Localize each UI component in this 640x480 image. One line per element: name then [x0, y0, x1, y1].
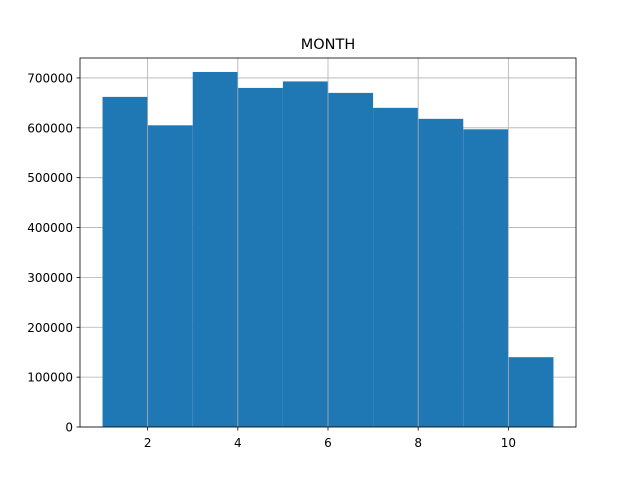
x-tick-label: 6: [324, 436, 332, 450]
histogram-bar: [102, 96, 148, 427]
x-tick-label: 8: [414, 436, 422, 450]
y-tick-label: 100000: [27, 371, 73, 385]
x-tick-label: 4: [234, 436, 242, 450]
histogram-bar: [463, 129, 509, 427]
histogram-bars: [102, 71, 554, 428]
histogram-bar: [328, 92, 374, 428]
y-tick-label: 0: [65, 421, 73, 435]
histogram-bar: [192, 71, 238, 428]
histogram-bar: [147, 125, 193, 427]
chart-title: MONTH: [301, 37, 356, 53]
y-tick-label: 400000: [27, 221, 73, 235]
x-tick-label: 2: [144, 436, 152, 450]
y-tick-label: 300000: [27, 271, 73, 285]
y-axis-ticks: 0 100000 200000 300000 400000 500000 600000 700…: [27, 71, 80, 435]
x-tick-label: 10: [501, 436, 516, 450]
histogram-bar: [237, 87, 283, 428]
y-tick-label: 500000: [27, 171, 73, 185]
x-grid-lines: [147, 58, 509, 427]
histogram-bar: [508, 357, 554, 427]
histogram-bar: [418, 118, 464, 427]
y-tick-label: 600000: [27, 121, 73, 135]
histogram-bar: [373, 107, 419, 427]
x-axis-ticks: 2 4 6 8 10: [144, 427, 516, 450]
y-tick-label: 700000: [27, 71, 73, 85]
histogram-bar: [282, 81, 328, 427]
y-tick-label: 200000: [27, 321, 73, 335]
